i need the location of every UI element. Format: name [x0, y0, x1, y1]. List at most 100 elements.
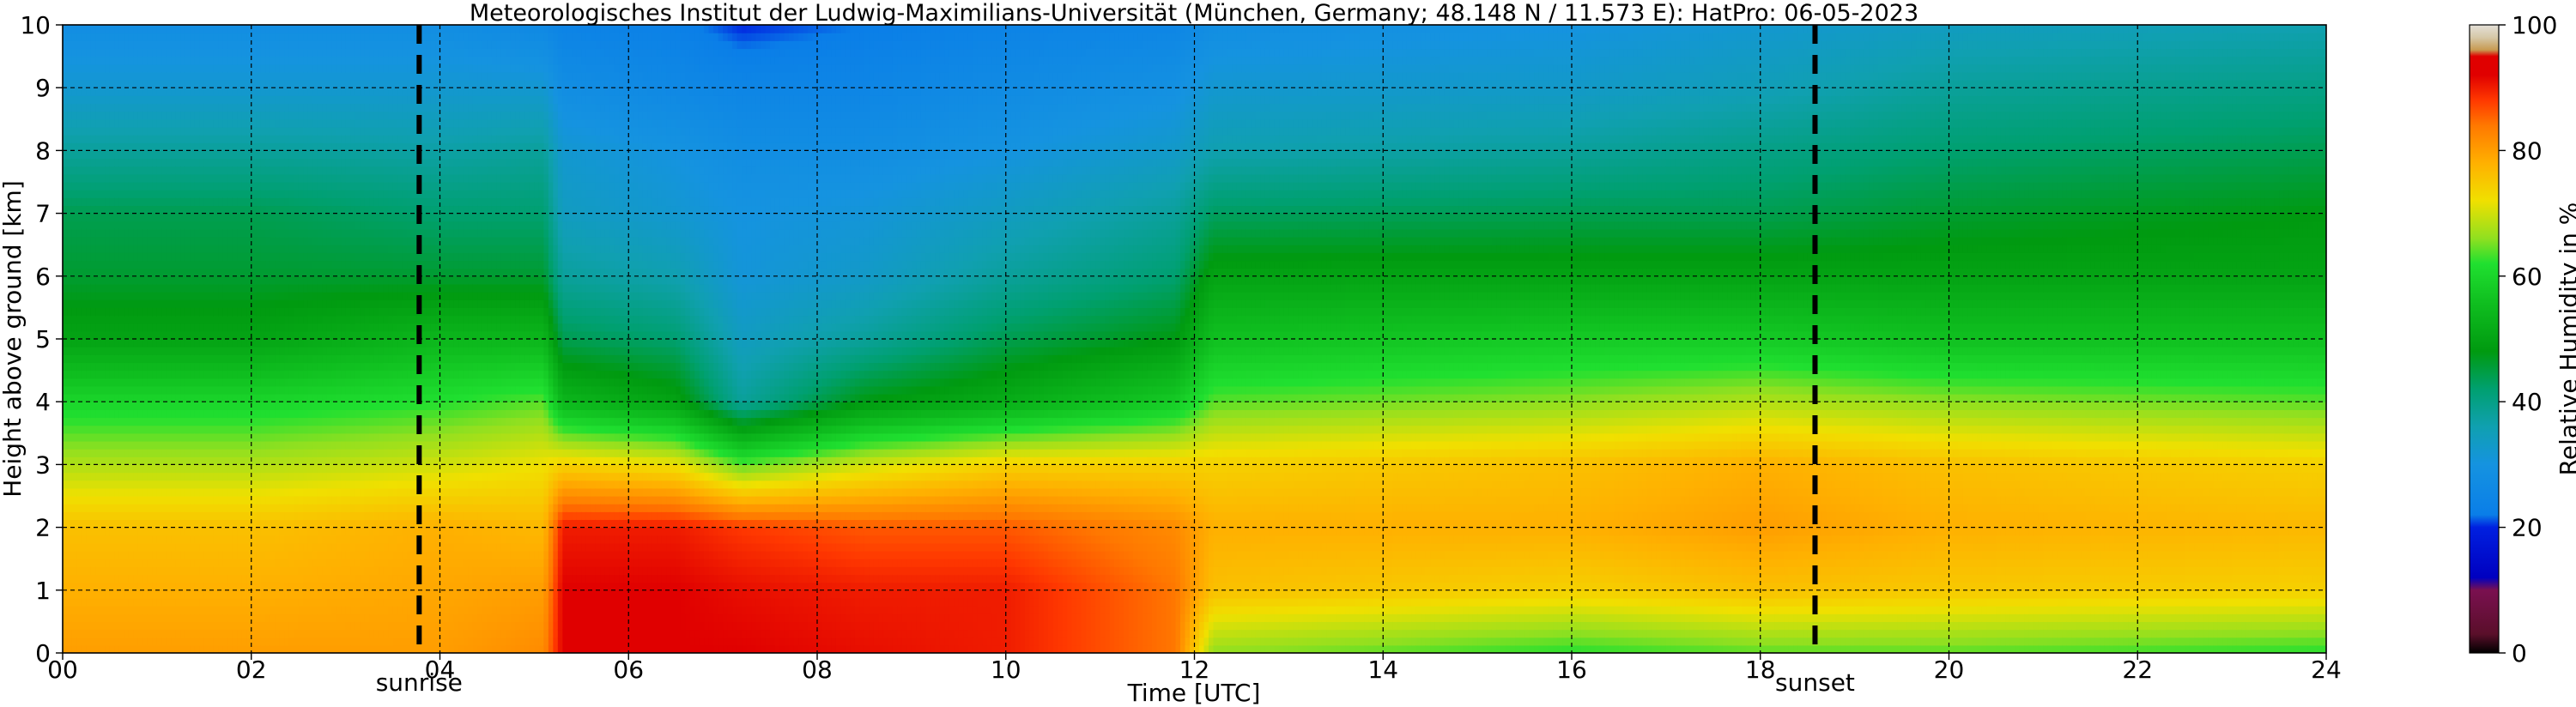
- heatmap-cell: [252, 496, 257, 505]
- heatmap-cell: [214, 473, 219, 481]
- heatmap-cell: [252, 229, 257, 238]
- heatmap-cell: [129, 88, 134, 96]
- heatmap-cell: [190, 142, 195, 151]
- heatmap-cell: [95, 331, 100, 340]
- heatmap-cell: [280, 543, 285, 552]
- heatmap-cell: [284, 496, 289, 505]
- heatmap-cell: [142, 237, 148, 245]
- heatmap-cell: [161, 214, 167, 222]
- heatmap-cell: [161, 316, 167, 324]
- heatmap-cell: [95, 543, 100, 552]
- heatmap-cell: [275, 95, 280, 104]
- heatmap-cell: [227, 299, 233, 308]
- heatmap-cell: [185, 64, 191, 73]
- heatmap-cell: [261, 386, 266, 395]
- heatmap-cell: [180, 25, 185, 33]
- heatmap-cell: [256, 433, 261, 442]
- heatmap-cell: [133, 245, 138, 253]
- heatmap-cell: [95, 583, 100, 591]
- heatmap-cell: [86, 511, 91, 520]
- heatmap-cell: [227, 371, 233, 379]
- heatmap-cell: [171, 95, 176, 104]
- heatmap-cell: [82, 182, 87, 190]
- heatmap-cell: [67, 613, 72, 622]
- heatmap-cell: [157, 583, 162, 591]
- heatmap-cell: [289, 205, 294, 214]
- heatmap-cell: [82, 559, 87, 567]
- heatmap-cell: [105, 323, 110, 332]
- heatmap-cell: [157, 566, 162, 575]
- heatmap-cell: [95, 150, 100, 159]
- heatmap-cell: [63, 339, 68, 347]
- heatmap-cell: [114, 40, 119, 49]
- heatmap-cell: [171, 528, 176, 536]
- heatmap-cell: [180, 426, 185, 434]
- heatmap-cell: [214, 142, 219, 151]
- heatmap-cell: [284, 127, 289, 136]
- heatmap-cell: [63, 104, 68, 112]
- heatmap-cell: [161, 519, 167, 528]
- heatmap-cell: [185, 48, 191, 57]
- heatmap-cell: [63, 88, 68, 96]
- heatmap-cell: [157, 205, 162, 214]
- heatmap-cell: [110, 613, 115, 622]
- heatmap-cell: [185, 613, 191, 622]
- heatmap-cell: [252, 426, 257, 434]
- heatmap-cell: [185, 354, 191, 363]
- heatmap-cell: [252, 464, 257, 473]
- heatmap-cell: [190, 221, 195, 230]
- heatmap-cell: [76, 433, 82, 442]
- heatmap-cell: [214, 504, 219, 512]
- heatmap-cell: [76, 104, 82, 112]
- heatmap-cell: [82, 575, 87, 583]
- heatmap-cell: [218, 95, 223, 104]
- heatmap-cell: [299, 339, 304, 347]
- heatmap-cell: [86, 214, 91, 222]
- heatmap-cell: [95, 261, 100, 269]
- heatmap-cell: [233, 95, 238, 104]
- heatmap-cell: [284, 456, 289, 465]
- heatmap-cell: [133, 583, 138, 591]
- heatmap-cell: [256, 575, 261, 583]
- heatmap-cell: [233, 48, 238, 57]
- heatmap-cell: [110, 142, 115, 151]
- heatmap-cell: [133, 299, 138, 308]
- heatmap-cell: [82, 64, 87, 73]
- heatmap-cell: [171, 214, 176, 222]
- heatmap-cell: [138, 174, 143, 183]
- heatmap-cell: [223, 150, 228, 159]
- heatmap-cell: [180, 409, 185, 418]
- heatmap-cell: [242, 347, 247, 355]
- heatmap-cell: [124, 347, 129, 355]
- heatmap-cell: [105, 528, 110, 536]
- heatmap-cell: [161, 402, 167, 410]
- heatmap-cell: [176, 378, 181, 387]
- heatmap-cell: [176, 354, 181, 363]
- heatmap-cell: [86, 598, 91, 607]
- heatmap-cell: [91, 88, 96, 96]
- heatmap-cell: [199, 473, 204, 481]
- heatmap-cell: [289, 33, 294, 41]
- heatmap-cell: [280, 159, 285, 167]
- heatmap-cell: [261, 535, 266, 544]
- heatmap-cell: [119, 104, 124, 112]
- heatmap-cell: [171, 72, 176, 81]
- heatmap-cell: [223, 543, 228, 552]
- heatmap-cell: [294, 371, 299, 379]
- heatmap-cell: [275, 339, 280, 347]
- heatmap-cell: [167, 119, 172, 128]
- heatmap-cell: [176, 606, 181, 614]
- heatmap-cell: [105, 88, 110, 96]
- heatmap-cell: [190, 638, 195, 646]
- heatmap-cell: [95, 323, 100, 332]
- heatmap-cell: [95, 33, 100, 41]
- heatmap-cell: [237, 299, 242, 308]
- heatmap-cell: [256, 276, 261, 285]
- heatmap-cell: [214, 127, 219, 136]
- heatmap-cell: [91, 150, 96, 159]
- heatmap-cell: [105, 575, 110, 583]
- heatmap-cell: [214, 104, 219, 112]
- heatmap-cell: [275, 535, 280, 544]
- heatmap-cell: [209, 645, 214, 654]
- heatmap-cell: [242, 299, 247, 308]
